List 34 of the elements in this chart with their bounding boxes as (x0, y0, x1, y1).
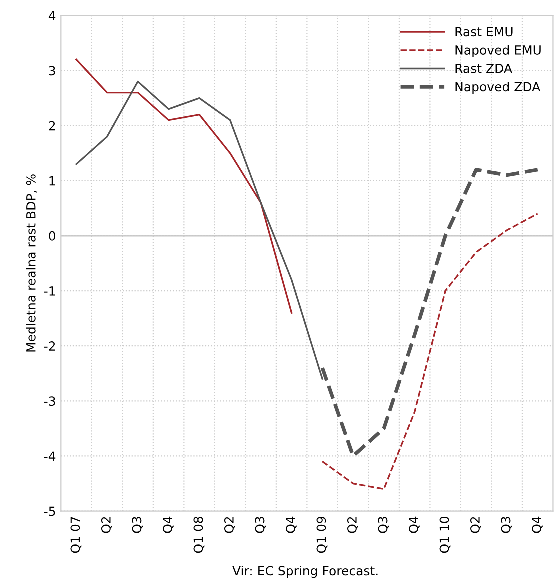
x-tick-label: Q4 (162, 516, 174, 534)
x-tick-label: Q2 (224, 517, 236, 534)
legend-label: Napoved EMU (456, 45, 541, 58)
y-tick-label: -1 (44, 286, 56, 296)
y-tick-label: 2 (49, 121, 56, 131)
y-tick-label: -5 (44, 506, 56, 516)
y-tick-label: 0 (49, 231, 56, 241)
x-tick-label: Q3 (255, 517, 266, 534)
x-tick-label: Q3 (132, 517, 144, 534)
y-tick-label: -2 (44, 342, 56, 351)
y-tick-label: -4 (44, 452, 56, 461)
legend-label: Rast EMU (456, 27, 513, 37)
line-series (76, 58, 293, 314)
legend-label: Napoved ZDA (456, 82, 541, 94)
legend-label: Rast ZDA (456, 64, 512, 74)
x-tick-label: Q1 09 (316, 517, 328, 554)
x-tick-label: Q2 (347, 517, 358, 534)
y-tick-label: 1 (50, 176, 56, 186)
y-tick-label: 3 (49, 66, 56, 76)
line-series (322, 213, 539, 490)
x-tick-label: Q1 07 (70, 517, 82, 554)
y-tick-label: 4 (48, 11, 56, 20)
y-tick-label: -3 (44, 396, 56, 406)
x-tick-label: Q2 (470, 517, 482, 534)
x-tick-label: Q4 (532, 516, 543, 534)
x-tick-label: Q1 10 (440, 516, 451, 554)
x-tick-label: Q1 08 (194, 516, 205, 554)
x-tick-label: Q2 (101, 517, 112, 534)
x-tick-label: Q3 (501, 517, 512, 534)
x-tick-label: Q4 (286, 516, 297, 534)
x-tick-label: Q3 (378, 517, 390, 534)
x-tick-label: Q4 (409, 516, 420, 534)
text: Vir: EC Spring Forecast. (232, 566, 378, 578)
y-axis-title: Medletna realna rast BDP, % (26, 174, 38, 352)
